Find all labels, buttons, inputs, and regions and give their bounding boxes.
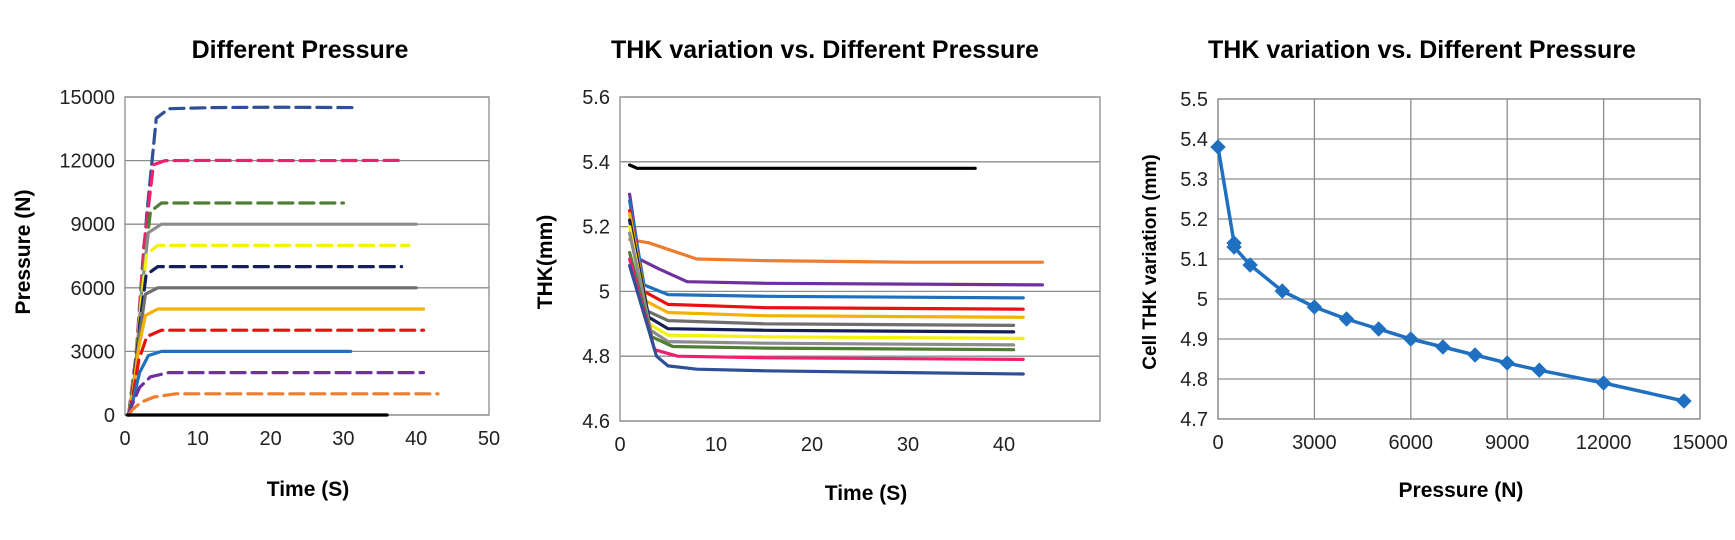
x-tick-label: 9000 [1485,432,1530,454]
data-point-marker [1306,299,1323,315]
data-point-marker [1403,331,1419,347]
y-tick-label: 6000 [71,278,116,300]
y-tick-label: 3000 [71,341,116,363]
x-tick-label: 30 [897,434,919,456]
data-point-marker [1676,393,1692,409]
x-tick-label: 0 [614,434,625,456]
series-line [127,371,426,417]
data-point-marker [1274,283,1290,299]
data-point-marker [1467,347,1483,363]
y-tick-label: 5 [1197,289,1208,311]
x-tick-label: 12000 [1576,432,1632,454]
y-tick-label: 9000 [71,214,116,236]
series-line [1216,145,1686,403]
x-tick-label: 3000 [1292,432,1337,454]
y-tick-label: 4.7 [1180,409,1208,431]
data-point-marker [1370,321,1387,337]
y-tick-label: 12000 [59,151,115,173]
x-tick-label: 40 [405,428,427,450]
x-tick-label: 15000 [1672,432,1728,454]
chart-title: THK variation vs. Different Pressure [611,36,1039,64]
y-tick-label: 5.3 [1180,169,1208,191]
x-tick-label: 40 [993,434,1015,456]
x-axis-label: Pressure (N) [1399,479,1524,502]
series-line [628,263,1025,376]
x-tick-label: 10 [705,434,727,456]
x-tick-label: 20 [259,428,281,450]
data-point-marker [1226,239,1242,255]
y-tick-label: 4.9 [1180,329,1208,351]
x-tick-label: 0 [1212,432,1223,454]
y-tick-label: 5.4 [582,152,610,174]
data-point-marker [1242,257,1258,273]
series-line [127,307,426,417]
thk-time-chart: THK variation vs. Different Pressure Tim… [534,36,1101,505]
series-line [127,222,418,417]
thk-pressure-chart: THK variation vs. Different Pressure Pre… [1140,36,1728,502]
series-line [628,163,977,170]
y-tick-label: 0 [104,405,115,427]
x-tick-label: 6000 [1389,432,1434,454]
y-axis-label: Cell THK variation (mm) [1140,154,1161,369]
y-tick-label: 5.6 [582,87,610,109]
data-point-marker [1435,339,1451,355]
x-tick-label: 50 [478,428,500,450]
data-point-marker [1499,355,1515,371]
x-tick-label: 20 [801,434,823,456]
plot-area [124,96,490,416]
series-line [628,231,1016,347]
series-line [628,192,1044,287]
y-axis-label: THK(mm) [534,215,557,310]
series-line [628,212,1025,319]
y-tick-label: 15000 [59,87,115,109]
series-line [127,105,360,417]
y-tick-label: 4.8 [582,346,610,368]
data-point-marker [1531,362,1548,378]
y-tick-label: 5.2 [582,217,610,239]
y-axis-label: Pressure (N) [12,190,35,315]
y-tick-label: 4.6 [582,411,610,433]
chart-title: THK variation vs. Different Pressure [1208,36,1636,64]
x-axis-label: Time (S) [825,482,907,505]
data-point-marker [1338,311,1355,327]
data-point-marker [1595,375,1612,391]
pressure-chart: Different Pressure Time (S) Pressure (N)… [12,36,500,501]
x-axis-label: Time (S) [267,478,349,501]
series-line [127,392,440,417]
data-point-marker [1210,139,1226,155]
series-line [628,238,1044,264]
x-tick-label: 0 [119,428,130,450]
y-tick-label: 5.4 [1180,129,1208,151]
y-tick-label: 5 [599,281,610,303]
y-tick-label: 4.8 [1180,369,1208,391]
y-tick-label: 5.5 [1180,89,1208,111]
y-tick-label: 5.2 [1180,209,1208,231]
series-line [127,349,353,417]
chart-title: Different Pressure [192,36,409,64]
x-tick-label: 30 [332,428,354,450]
y-tick-label: 5.1 [1180,249,1208,271]
x-tick-label: 10 [187,428,209,450]
